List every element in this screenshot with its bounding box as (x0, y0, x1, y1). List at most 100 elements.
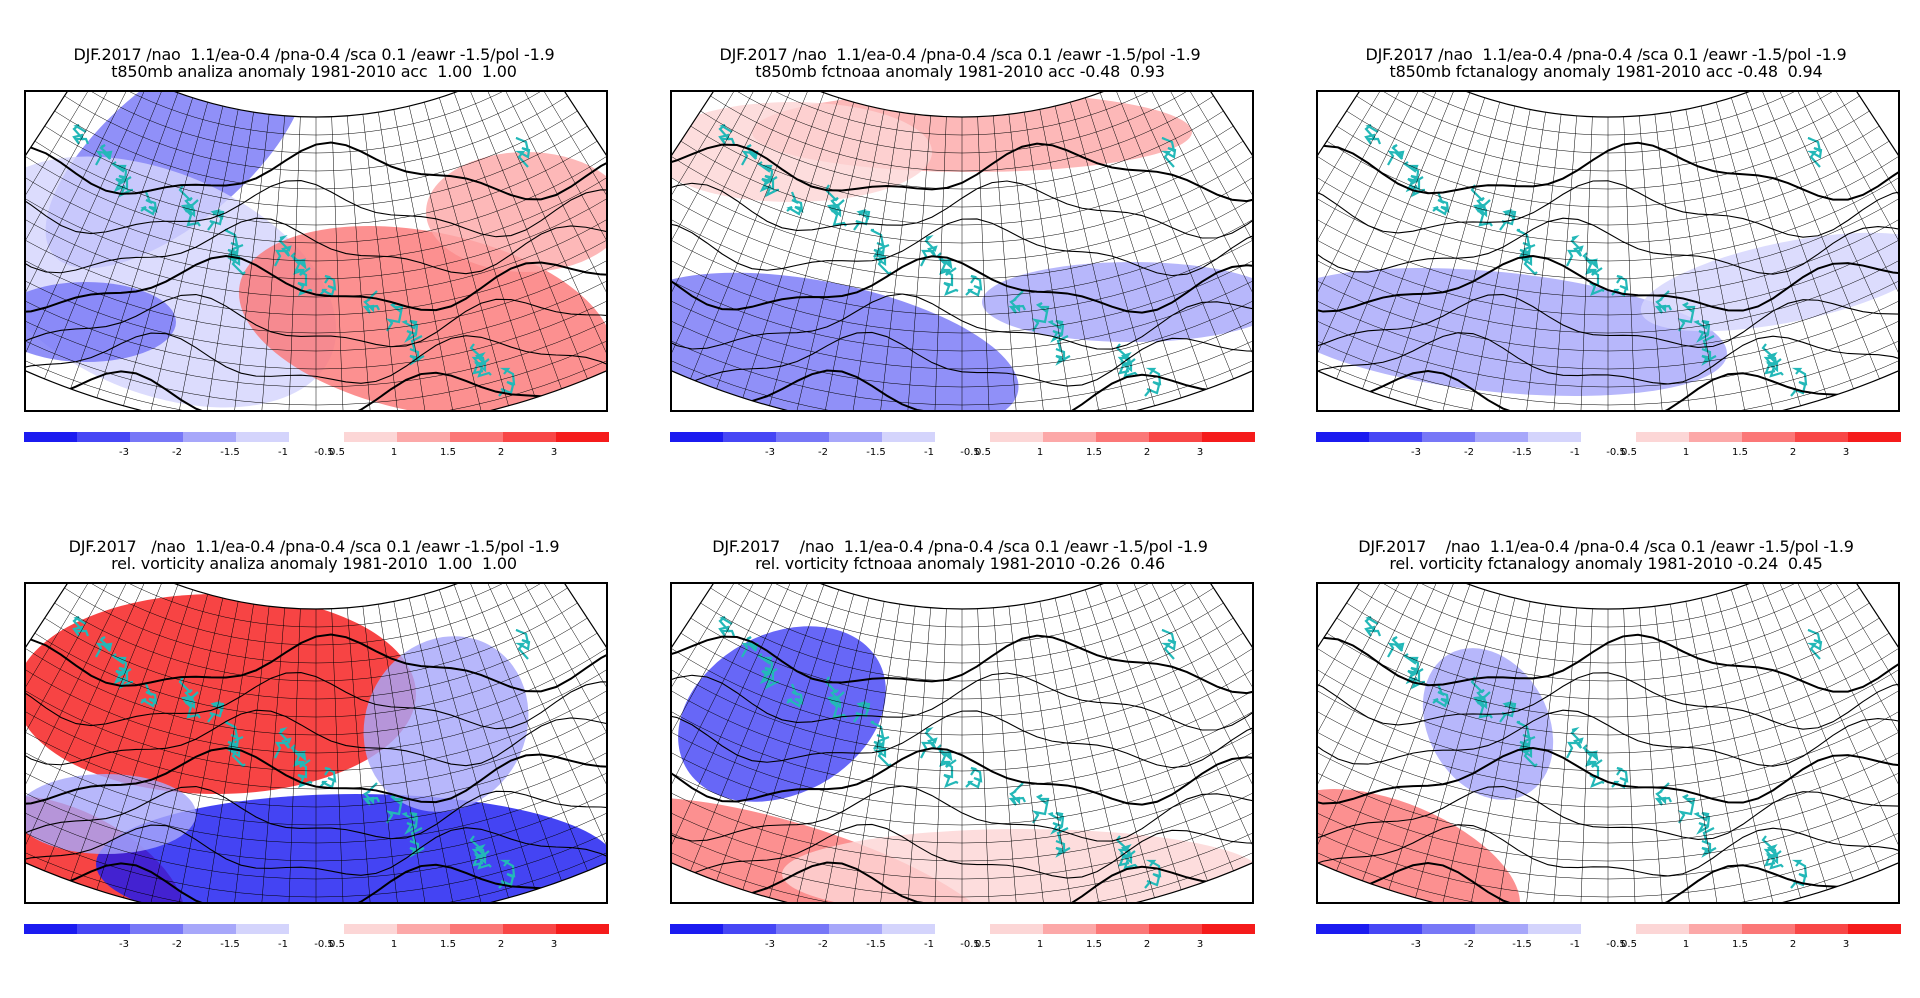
meridian (1024, 604, 1074, 902)
contour-line (1318, 862, 1898, 902)
legend-box-positive (1096, 924, 1149, 934)
coastline (1055, 335, 1071, 366)
coastline (274, 234, 292, 267)
coastline (1119, 358, 1138, 378)
legend-box-negative (1316, 924, 1369, 934)
map-domain (26, 92, 606, 410)
meridian (1789, 584, 1898, 848)
parallel (1318, 261, 1898, 370)
coastline (965, 274, 983, 297)
parallel (710, 95, 1214, 172)
legend-tick-label: -1.5 (866, 939, 886, 950)
legend-box-negative (723, 432, 776, 442)
coastline (294, 759, 313, 788)
parallel (672, 171, 1252, 262)
map-domain (672, 584, 1252, 902)
legend-box-positive (1742, 924, 1795, 934)
meridian (70, 584, 179, 881)
legend-box-positive (1848, 432, 1901, 442)
map-domain (1318, 584, 1898, 902)
meridian (1318, 92, 1442, 368)
parallel (672, 708, 1252, 808)
coastline (95, 144, 113, 166)
meridian (1039, 109, 1101, 410)
coastline (936, 252, 953, 275)
meridian (1654, 606, 1692, 902)
meridian (796, 106, 870, 410)
parallel (26, 783, 606, 898)
legend-box-negative (77, 432, 130, 442)
legend-box-positive (1636, 432, 1689, 442)
meridian (1336, 92, 1456, 379)
legend-tick-label: 0.5 (975, 447, 991, 458)
legend-color-boxes (24, 924, 609, 934)
parallel (1318, 155, 1898, 244)
meridian (393, 109, 455, 410)
contour-line (1318, 370, 1898, 410)
color-legend: -3 -2 -1.5 -1 -0.5 0.5 1 1.5 2 3 (670, 924, 1260, 954)
meridian (672, 92, 768, 344)
meridian (1623, 608, 1637, 902)
parallel (672, 693, 1252, 790)
meridian (362, 114, 400, 410)
meridian (823, 109, 885, 410)
parallel (26, 306, 606, 410)
legend-tick-label: -2 (818, 939, 828, 950)
anomaly-map (1318, 92, 1898, 410)
meridian (1716, 102, 1801, 406)
legend-box-negative (183, 432, 236, 442)
coastline (1566, 234, 1584, 267)
meridian (742, 589, 839, 890)
meridian (96, 589, 193, 890)
legend-tick-label: -3 (119, 447, 129, 458)
meridian (977, 116, 991, 410)
panel-title-line1: DJF.2017 /nao 1.1/ea-0.4 /pna-0.4 /sca 0… (1365, 45, 1847, 64)
parallel (1376, 92, 1840, 136)
meridian (26, 92, 150, 368)
meridian (177, 109, 239, 410)
legend-tick-label: -1.5 (220, 447, 240, 458)
parallel (1318, 693, 1898, 790)
coastline (1119, 850, 1138, 870)
parallel (1318, 647, 1898, 736)
meridian (1639, 607, 1664, 902)
legend-box-positive (344, 924, 397, 934)
legend-box-negative (1422, 924, 1475, 934)
meridian (672, 584, 754, 822)
meridian (287, 608, 301, 902)
meridian (123, 102, 208, 406)
meridian (823, 601, 885, 902)
coastline (111, 161, 128, 193)
meridian (1774, 92, 1898, 368)
coastline (1677, 794, 1696, 824)
contour-line (672, 369, 1252, 410)
anomaly-map (672, 92, 1252, 410)
legend-box-positive (990, 924, 1043, 934)
legend-box-negative (236, 432, 289, 442)
meridian (1099, 92, 1208, 389)
parallel (1318, 276, 1898, 388)
legend-tick-label: -1 (924, 939, 934, 950)
coastline (1387, 636, 1405, 658)
legend-box-negative (24, 432, 77, 442)
coastline (1765, 358, 1784, 378)
legend-tick-label: 3 (1842, 447, 1850, 458)
meridian (672, 584, 796, 860)
legend-box-positive (1043, 924, 1096, 934)
coastline (829, 199, 847, 227)
coastline (514, 136, 531, 168)
parallel (26, 201, 606, 298)
parallel (672, 231, 1252, 334)
coastline (920, 234, 938, 267)
anomaly-shade (96, 794, 606, 902)
coastline (1701, 335, 1717, 366)
parallel (672, 186, 1252, 280)
legend-tick-label: -1 (278, 447, 288, 458)
meridian (690, 584, 810, 871)
parallel (34, 632, 598, 718)
meridian (378, 604, 428, 902)
map-domain-outline (672, 584, 1252, 902)
meridian (690, 92, 810, 379)
legend-tick-label: 1.5 (1732, 447, 1748, 458)
panel-title-line2: rel. vorticity fctnoaa anomaly 1981-2010… (755, 554, 1165, 573)
